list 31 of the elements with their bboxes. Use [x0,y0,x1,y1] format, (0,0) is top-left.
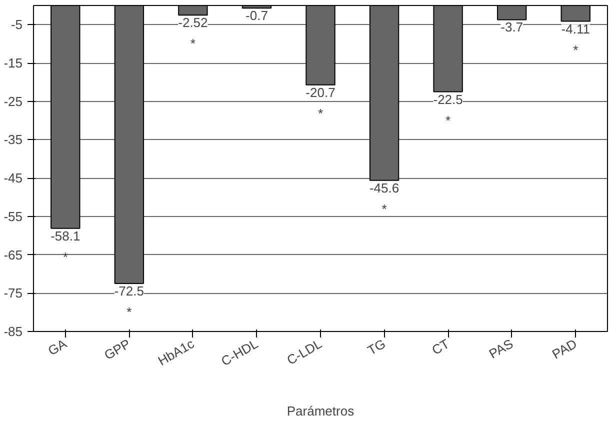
y-tick-label: -25 [4,94,23,109]
y-tick-label: -5 [10,17,23,32]
y-tick-label: -15 [4,56,23,71]
data-label: -20.7 [306,84,336,100]
data-label: -72.5 [114,284,144,299]
y-tick-label: -65 [4,247,23,262]
y-tick-label: -75 [4,286,23,301]
x-tick-label: PAD [550,336,580,362]
x-axis-title: Parámetros [286,403,355,418]
x-tick-label: PAS [486,336,516,362]
annotation: * [573,42,578,58]
data-label: -58.1 [50,228,80,244]
x-tick-label: CT [429,336,452,358]
x-tick-label: TG [364,336,388,358]
data-label: -2.52 [178,15,208,30]
annotation: * [382,201,387,216]
data-label: -45.6 [369,180,400,196]
data-label: -0.7 [246,8,268,24]
annotation: * [190,36,196,52]
y-tick-label: -85 [4,324,23,339]
annotation: * [318,106,324,121]
data-label: -22.5 [433,92,463,107]
data-label: -4.11 [561,21,590,36]
x-tick-label: GA [45,336,70,358]
y-tick-label: -35 [4,132,23,148]
y-tick-label: -55 [4,208,23,224]
y-tick-label: -45 [4,170,23,186]
x-tick-label: GPP [102,336,133,363]
data-label: -3.7 [500,20,524,35]
annotation: * [446,112,451,128]
annotation: * [126,304,132,320]
